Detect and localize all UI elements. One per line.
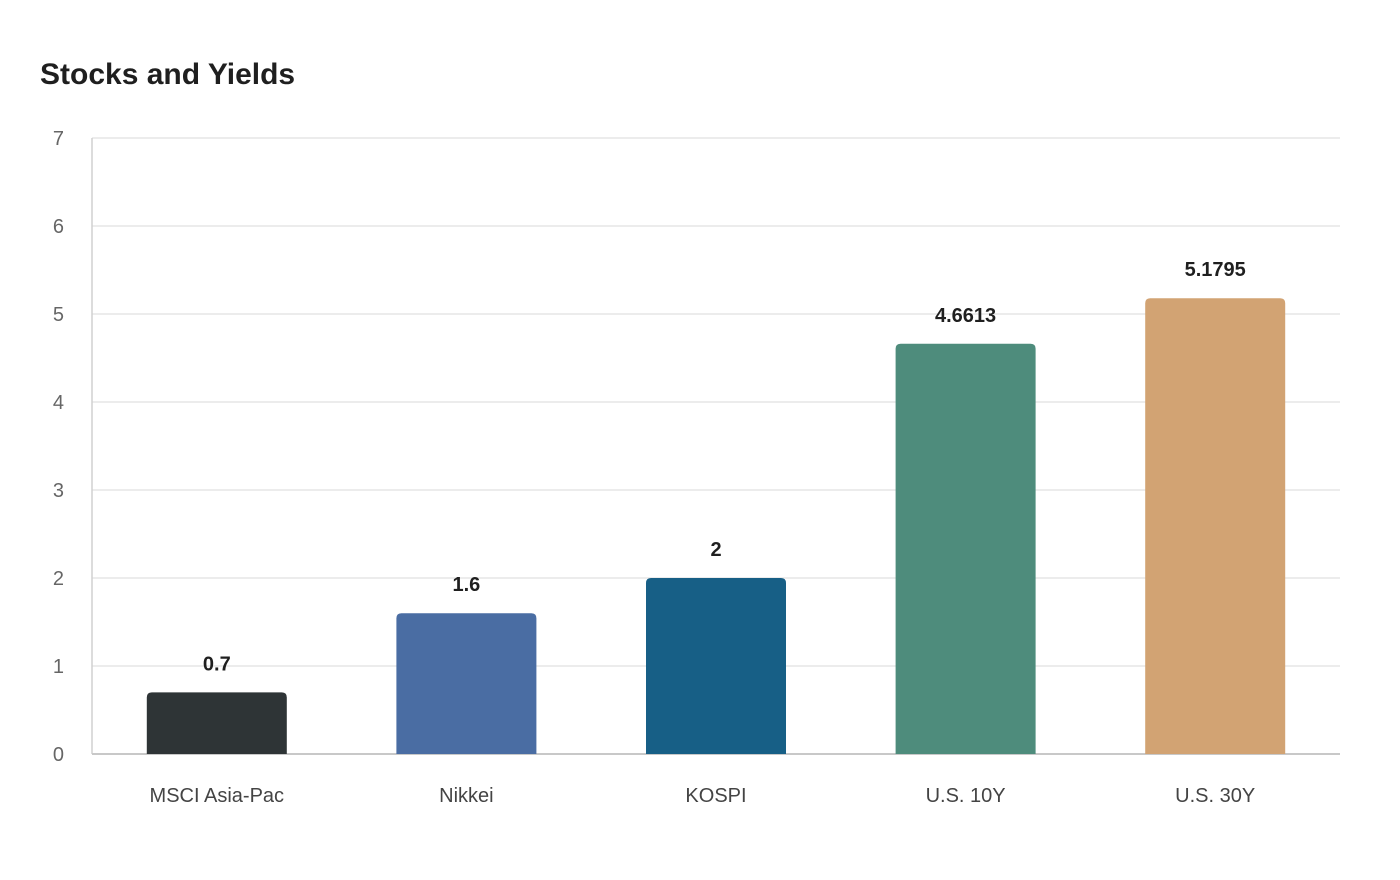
y-tick-label: 2 [53, 568, 64, 590]
bar [895, 343, 1036, 754]
bar [396, 613, 537, 754]
y-tick-labels: 0 1 2 3 4 5 6 7 [53, 128, 64, 766]
data-labels: 0.7 1.6 2 4.6613 5.1795 [203, 259, 1246, 675]
y-tick-label: 7 [53, 128, 64, 150]
category-labels: MSCI Asia-Pac Nikkei KOSPI U.S. 10Y U.S. 30Y [150, 785, 1256, 807]
y-tick-label: 3 [53, 480, 64, 502]
bar [1145, 298, 1286, 754]
category-label: KOSPI [685, 785, 746, 807]
data-label: 5.1795 [1185, 259, 1246, 281]
data-label: 1.6 [452, 574, 480, 596]
y-tick-label: 4 [53, 392, 64, 414]
bars [146, 298, 1286, 754]
y-tick-label: 6 [53, 216, 64, 238]
category-label: Nikkei [439, 785, 493, 807]
chart-title: Stocks and Yields [40, 58, 296, 91]
bar [646, 578, 786, 754]
data-label: 4.6613 [935, 305, 996, 327]
category-label: MSCI Asia-Pac [150, 785, 284, 807]
category-label: U.S. 10Y [926, 785, 1006, 807]
data-label: 0.7 [203, 653, 231, 675]
y-tick-label: 5 [53, 304, 64, 326]
category-label: U.S. 30Y [1175, 785, 1255, 807]
data-label: 2 [710, 539, 721, 561]
y-tick-label: 0 [53, 744, 64, 766]
y-tick-label: 1 [53, 656, 64, 678]
bar [146, 692, 287, 754]
